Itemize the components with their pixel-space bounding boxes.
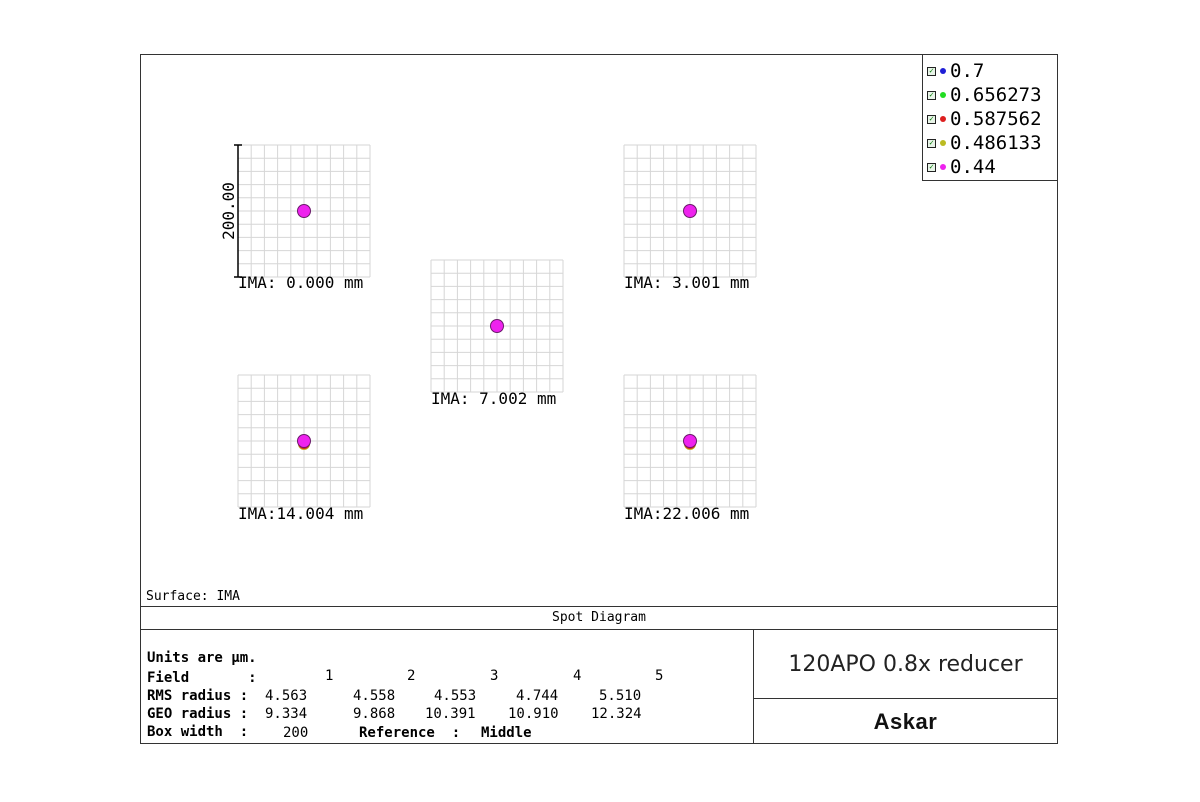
geo-value: 9.334 [265,706,308,722]
spot-diagram-plot: 200.00 [219,144,757,508]
legend-dot-icon [940,140,946,146]
legend-checkbox[interactable]: ✓ [927,90,936,100]
legend-checkbox[interactable]: ✓ [927,138,936,148]
units-line: Units are µm. [147,650,257,666]
geo-value: 10.910 [508,706,559,722]
spot-point [683,434,697,448]
geo-value: 12.324 [591,706,642,722]
legend-label: 0.656273 [950,84,1042,106]
rms-value: 5.510 [599,688,642,704]
legend-dot-icon [940,116,946,122]
legend-item[interactable]: ✓ 0.44 [927,155,996,179]
legend-label: 0.44 [950,156,996,178]
legend-label: 0.7 [950,60,985,82]
surface-label: Surface: IMA [146,589,240,604]
reference-value: Middle [481,725,532,741]
brand-logo: Askar [753,698,1058,744]
legend-checkbox[interactable]: ✓ [927,162,936,172]
wavelength-legend: ✓ 0.7 ✓ 0.656273 ✓ 0.587562 ✓ 0.486133 ✓… [922,54,1058,181]
spot-grid-2 [623,144,757,278]
legend-checkbox[interactable]: ✓ [927,66,936,76]
geo-value: 10.391 [425,706,476,722]
field-number: 3 [490,668,499,684]
box-width-label: Box width : [147,724,249,740]
spot-point [490,319,504,333]
scale-bar-label: 200.00 [219,182,238,240]
legend-item[interactable]: ✓ 0.587562 [927,107,1042,131]
geo-value: 9.868 [353,706,396,722]
legend-dot-icon [940,68,946,74]
field-number: 1 [325,668,334,684]
rms-value: 4.744 [516,688,559,704]
lens-name: 120APO 0.8x reducer [753,629,1058,699]
spot-point [683,204,697,218]
box-width-value: 200 [283,725,309,741]
legend-item[interactable]: ✓ 0.486133 [927,131,1042,155]
field-row-label: Field : [147,670,257,686]
spot-point [297,204,311,218]
legend-checkbox[interactable]: ✓ [927,114,936,124]
field-label-3: IMA: 7.002 mm [431,389,557,408]
rms-value: 4.553 [434,688,477,704]
rms-value: 4.563 [265,688,308,704]
field-number: 5 [655,668,664,684]
field-label-1: IMA: 0.000 mm [238,273,364,292]
legend-item[interactable]: ✓ 0.7 [927,59,984,83]
legend-dot-icon [940,92,946,98]
diagram-title: Spot Diagram [140,606,1058,630]
field-label-5: IMA:22.006 mm [624,504,750,523]
spot-grid-1 [237,144,371,278]
field-number: 2 [407,668,416,684]
spot-grid-3 [430,259,564,393]
legend-label: 0.587562 [950,108,1042,130]
rms-value: 4.558 [353,688,396,704]
field-label-4: IMA:14.004 mm [238,504,364,523]
spot-grid-4 [237,374,371,508]
legend-label: 0.486133 [950,132,1042,154]
legend-dot-icon [940,164,946,170]
spot-point [297,434,311,448]
field-label-2: IMA: 3.001 mm [624,273,750,292]
field-number: 4 [573,668,582,684]
stats-panel: Units are µm. Field : 1 2 3 4 5 RMS radi… [140,629,754,744]
reference-label: Reference : [359,725,461,741]
legend-item[interactable]: ✓ 0.656273 [927,83,1042,107]
rms-row-label: RMS radius : [147,688,249,704]
geo-row-label: GEO radius : [147,706,249,722]
plot-frame: 200.00 [140,54,1058,744]
